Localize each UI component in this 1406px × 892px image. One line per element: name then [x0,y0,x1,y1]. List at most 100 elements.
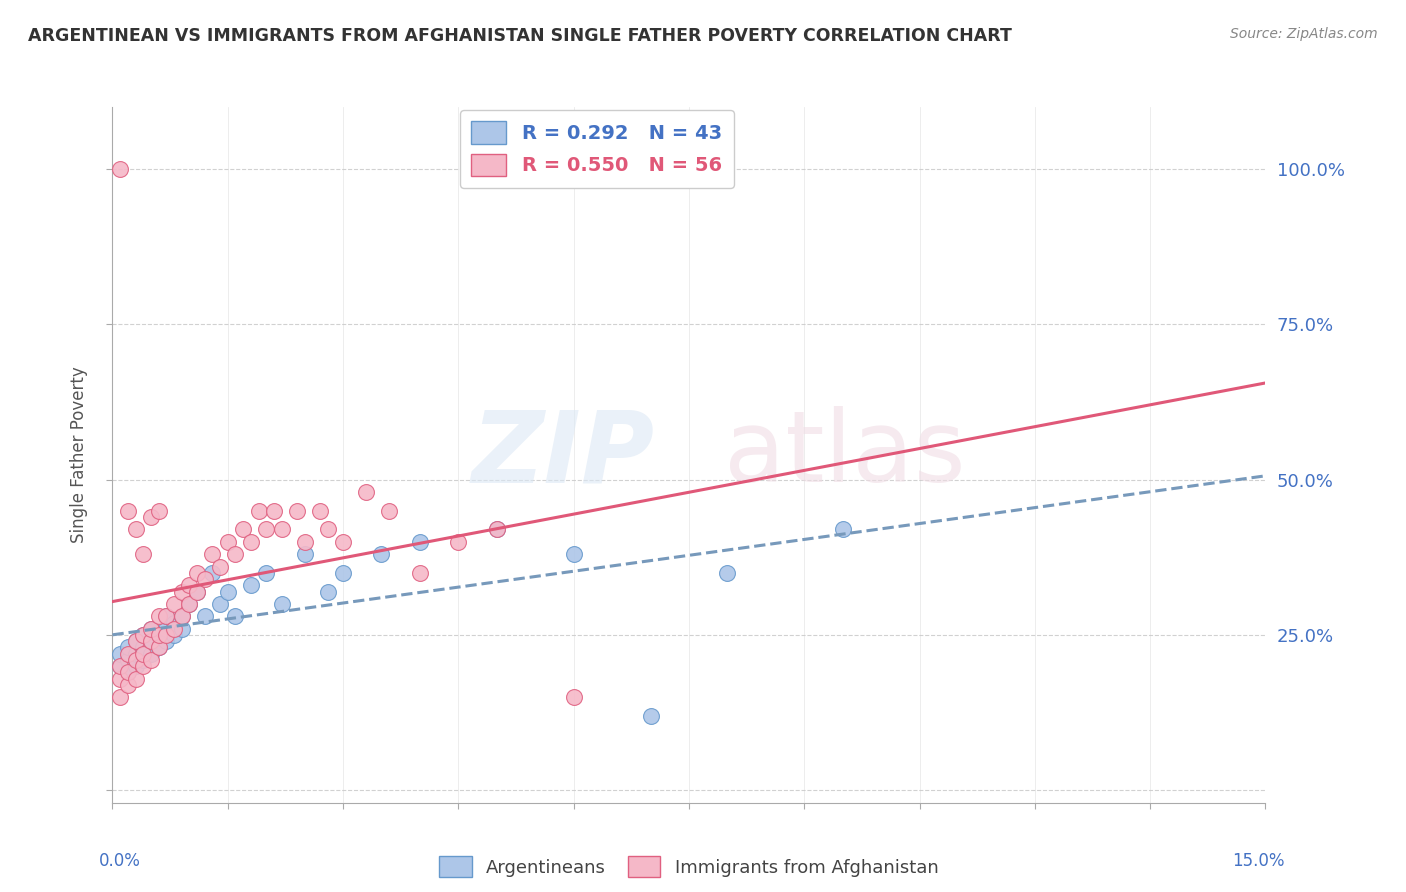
Point [155,634,177,648]
Point [117,665,139,680]
Y-axis label: Single Father Poverty: Single Father Poverty [70,367,89,543]
Point [124,523,146,537]
Point [163,615,186,630]
Point [117,640,139,655]
Point [155,628,177,642]
Point [108,690,131,705]
Point [370,547,392,561]
Point [132,640,155,655]
Point [108,647,131,661]
Point [148,640,170,655]
Point [170,622,193,636]
Point [247,504,270,518]
Point [139,647,162,661]
Point [117,504,139,518]
Point [354,485,377,500]
Point [132,547,155,561]
Point [148,628,170,642]
Point [270,597,292,611]
Point [239,578,262,592]
Point [117,665,139,680]
Point [294,547,316,561]
Point [378,504,401,518]
Point [332,566,354,580]
Point [124,647,146,661]
Point [209,559,232,574]
Point [170,584,193,599]
Point [270,523,292,537]
Text: 0.0%: 0.0% [98,852,141,870]
Point [170,609,193,624]
Point [239,534,262,549]
Point [186,584,208,599]
Point [124,653,146,667]
Point [139,634,162,648]
Point [447,534,470,549]
Point [224,609,246,624]
Point [108,659,131,673]
Point [316,584,339,599]
Point [132,659,155,673]
Point [163,597,186,611]
Point [209,597,232,611]
Point [170,609,193,624]
Point [155,609,177,624]
Point [132,647,155,661]
Point [132,628,155,642]
Point [179,597,201,611]
Point [124,672,146,686]
Point [224,547,246,561]
Text: Source: ZipAtlas.com: Source: ZipAtlas.com [1230,27,1378,41]
Point [309,504,332,518]
Point [179,578,201,592]
Legend: Argentineans, Immigrants from Afghanistan: Argentineans, Immigrants from Afghanista… [432,849,946,884]
Point [201,547,224,561]
Point [124,634,146,648]
Point [194,609,217,624]
Point [108,659,131,673]
Point [186,566,208,580]
Point [139,510,162,524]
Point [232,523,254,537]
Point [163,628,186,642]
Point [148,504,170,518]
Point [716,566,738,580]
Point [640,708,662,723]
Point [124,634,146,648]
Point [285,504,308,518]
Point [254,566,277,580]
Point [163,622,186,636]
Point [194,572,217,586]
Point [831,523,853,537]
Point [201,566,224,580]
Point [148,640,170,655]
Point [485,523,508,537]
Text: ZIP: ZIP [471,407,654,503]
Text: ARGENTINEAN VS IMMIGRANTS FROM AFGHANISTAN SINGLE FATHER POVERTY CORRELATION CHA: ARGENTINEAN VS IMMIGRANTS FROM AFGHANIST… [28,27,1012,45]
Text: 15.0%: 15.0% [1232,852,1285,870]
Point [294,534,316,549]
Point [117,678,139,692]
Point [108,672,131,686]
Point [155,622,177,636]
Text: atlas: atlas [724,407,965,503]
Point [139,622,162,636]
Point [316,523,339,537]
Point [179,597,201,611]
Point [562,690,585,705]
Point [108,162,131,177]
Point [148,609,170,624]
Point [217,584,239,599]
Point [485,523,508,537]
Point [186,584,208,599]
Point [562,547,585,561]
Point [132,653,155,667]
Point [132,628,155,642]
Point [263,504,285,518]
Point [139,634,162,648]
Point [332,534,354,549]
Point [139,622,162,636]
Point [148,628,170,642]
Point [409,566,432,580]
Point [217,534,239,549]
